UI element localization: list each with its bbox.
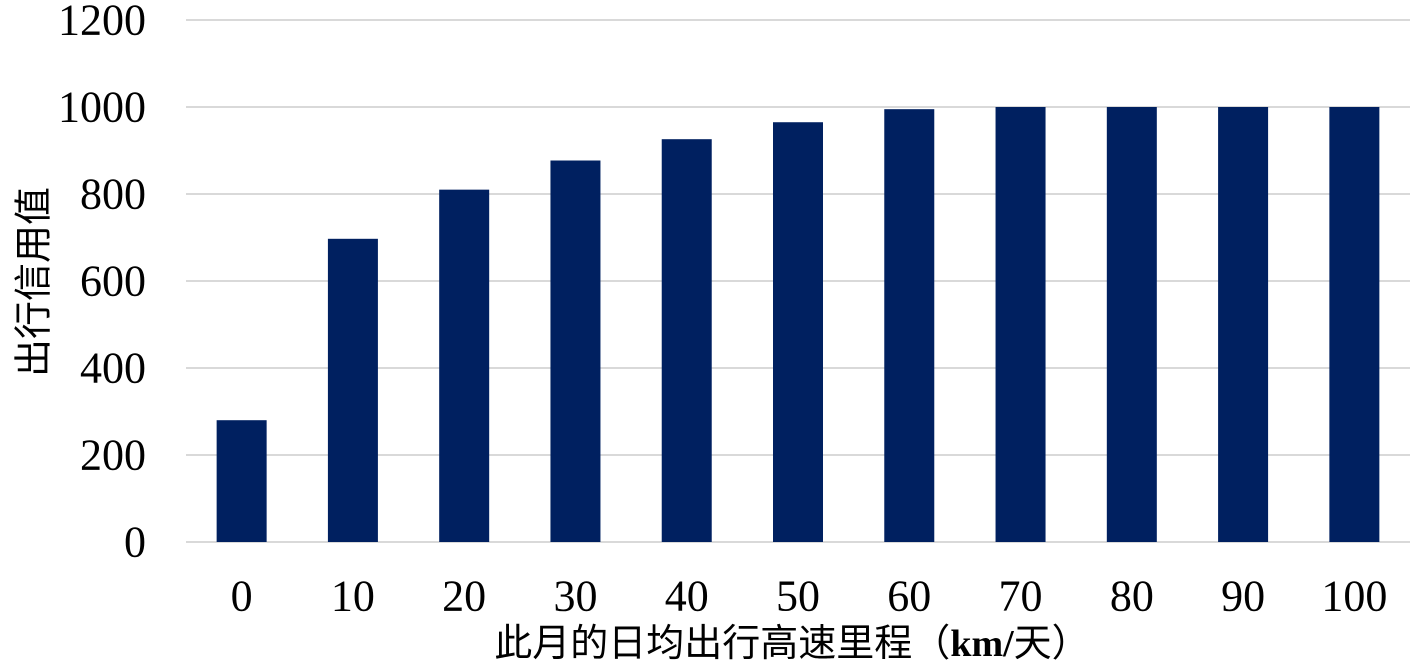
y-tick-label-800: 800 (80, 170, 146, 219)
x-axis-ticks: 0 10 20 30 40 50 60 70 80 90 100 (231, 572, 1388, 621)
bar-40 (661, 139, 712, 542)
y-tick-label-0: 0 (124, 518, 146, 567)
x-tick-label-100: 100 (1321, 572, 1387, 621)
bar-20 (439, 189, 490, 542)
bar-30 (550, 160, 601, 542)
bar-0 (216, 420, 267, 542)
x-axis-title-unit: km/ (950, 623, 1014, 665)
x-tick-label-30: 30 (553, 572, 597, 621)
x-tick-label-40: 40 (665, 572, 709, 621)
x-axis-title-suffix: 天） (1014, 623, 1090, 665)
y-tick-label-200: 200 (80, 431, 146, 480)
bar-50 (773, 122, 823, 542)
y-tick-label-600: 600 (80, 257, 146, 306)
bar-90 (1218, 107, 1269, 542)
bar-10 (327, 238, 378, 542)
x-tick-label-50: 50 (776, 572, 820, 621)
y-axis-title: 出行信用值 (14, 187, 56, 377)
x-axis-title-prefix: 此月的日均出行高速里程（ (494, 623, 950, 665)
y-axis-ticks: 0 200 400 600 800 1000 1200 (58, 0, 146, 567)
y-tick-label-400: 400 (80, 344, 146, 393)
bar-100 (1329, 107, 1380, 542)
x-axis-title: 此月的日均出行高速里程（km/天） (494, 623, 1089, 665)
x-tick-label-60: 60 (887, 572, 931, 621)
bar-70 (995, 107, 1046, 542)
x-tick-label-10: 10 (331, 572, 375, 621)
x-tick-label-70: 70 (999, 572, 1043, 621)
bar-80 (1106, 107, 1157, 542)
bars (216, 107, 1380, 543)
y-tick-label-1200: 1200 (58, 0, 146, 45)
y-tick-label-1000: 1000 (58, 83, 146, 132)
x-tick-label-90: 90 (1221, 572, 1265, 621)
bar-60 (884, 109, 935, 543)
x-tick-label-80: 80 (1110, 572, 1154, 621)
x-tick-label-20: 20 (442, 572, 486, 621)
x-tick-label-0: 0 (231, 572, 253, 621)
